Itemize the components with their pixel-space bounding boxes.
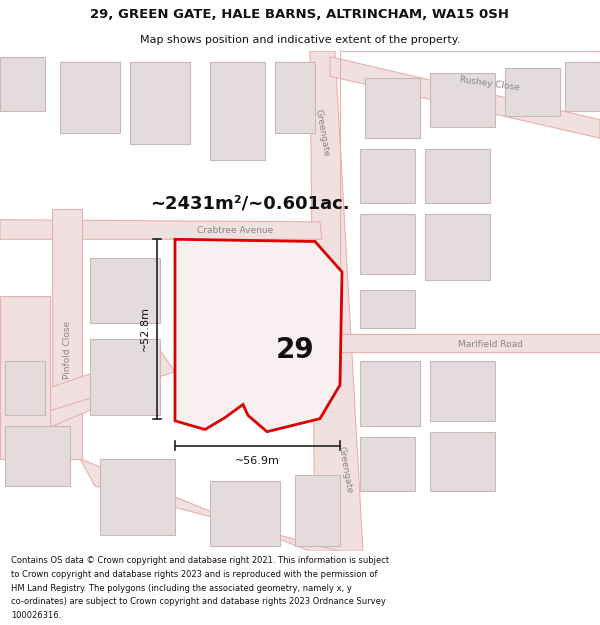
Polygon shape (210, 481, 280, 546)
Polygon shape (5, 361, 45, 416)
Polygon shape (5, 426, 70, 486)
Polygon shape (60, 62, 120, 132)
Polygon shape (425, 214, 490, 279)
Text: Crabtree Avenue: Crabtree Avenue (197, 226, 273, 235)
Text: Contains OS data © Crown copyright and database right 2021. This information is : Contains OS data © Crown copyright and d… (11, 556, 389, 566)
Text: ~52.8m: ~52.8m (140, 306, 150, 351)
Text: 29: 29 (275, 336, 314, 364)
Polygon shape (295, 475, 340, 546)
Polygon shape (90, 339, 160, 416)
Polygon shape (0, 220, 322, 239)
Polygon shape (360, 361, 420, 426)
Polygon shape (360, 149, 415, 203)
Polygon shape (100, 459, 175, 535)
Polygon shape (90, 258, 160, 323)
Polygon shape (185, 258, 245, 323)
Polygon shape (0, 57, 45, 111)
Polygon shape (430, 361, 495, 421)
Polygon shape (130, 62, 190, 144)
Text: Rushey Close: Rushey Close (460, 75, 521, 92)
Polygon shape (425, 149, 490, 203)
Text: Greengate: Greengate (337, 445, 353, 494)
Text: Marlfield Road: Marlfield Road (458, 340, 523, 349)
Polygon shape (310, 51, 363, 551)
Text: co-ordinates) are subject to Crown copyright and database rights 2023 Ordnance S: co-ordinates) are subject to Crown copyr… (11, 598, 386, 606)
Polygon shape (52, 209, 82, 459)
Polygon shape (565, 62, 600, 111)
Polygon shape (255, 258, 305, 328)
Polygon shape (430, 73, 495, 127)
Text: 29, GREEN GATE, HALE BARNS, ALTRINCHAM, WA15 0SH: 29, GREEN GATE, HALE BARNS, ALTRINCHAM, … (91, 8, 509, 21)
Polygon shape (0, 296, 50, 459)
Polygon shape (360, 437, 415, 491)
Polygon shape (275, 62, 315, 132)
Text: Greengate: Greengate (313, 108, 331, 158)
Text: 100026316.: 100026316. (11, 611, 61, 620)
Text: Map shows position and indicative extent of the property.: Map shows position and indicative extent… (140, 35, 460, 45)
Polygon shape (225, 334, 300, 399)
Polygon shape (0, 372, 130, 448)
Polygon shape (365, 78, 420, 138)
Text: ~2431m²/~0.601ac.: ~2431m²/~0.601ac. (150, 194, 350, 213)
Text: ~56.9m: ~56.9m (235, 456, 280, 466)
Polygon shape (330, 57, 600, 138)
Text: to Crown copyright and database rights 2023 and is reproduced with the permissio: to Crown copyright and database rights 2… (11, 570, 377, 579)
Polygon shape (360, 291, 415, 328)
Text: Pinfold Close: Pinfold Close (64, 321, 73, 379)
Polygon shape (340, 334, 600, 352)
Polygon shape (430, 432, 495, 491)
Polygon shape (210, 62, 265, 160)
Text: HM Land Registry. The polygons (including the associated geometry, namely x, y: HM Land Registry. The polygons (includin… (11, 584, 352, 592)
Polygon shape (80, 459, 340, 551)
Polygon shape (505, 68, 560, 116)
Polygon shape (360, 214, 415, 274)
Polygon shape (175, 239, 342, 432)
Polygon shape (0, 350, 175, 426)
